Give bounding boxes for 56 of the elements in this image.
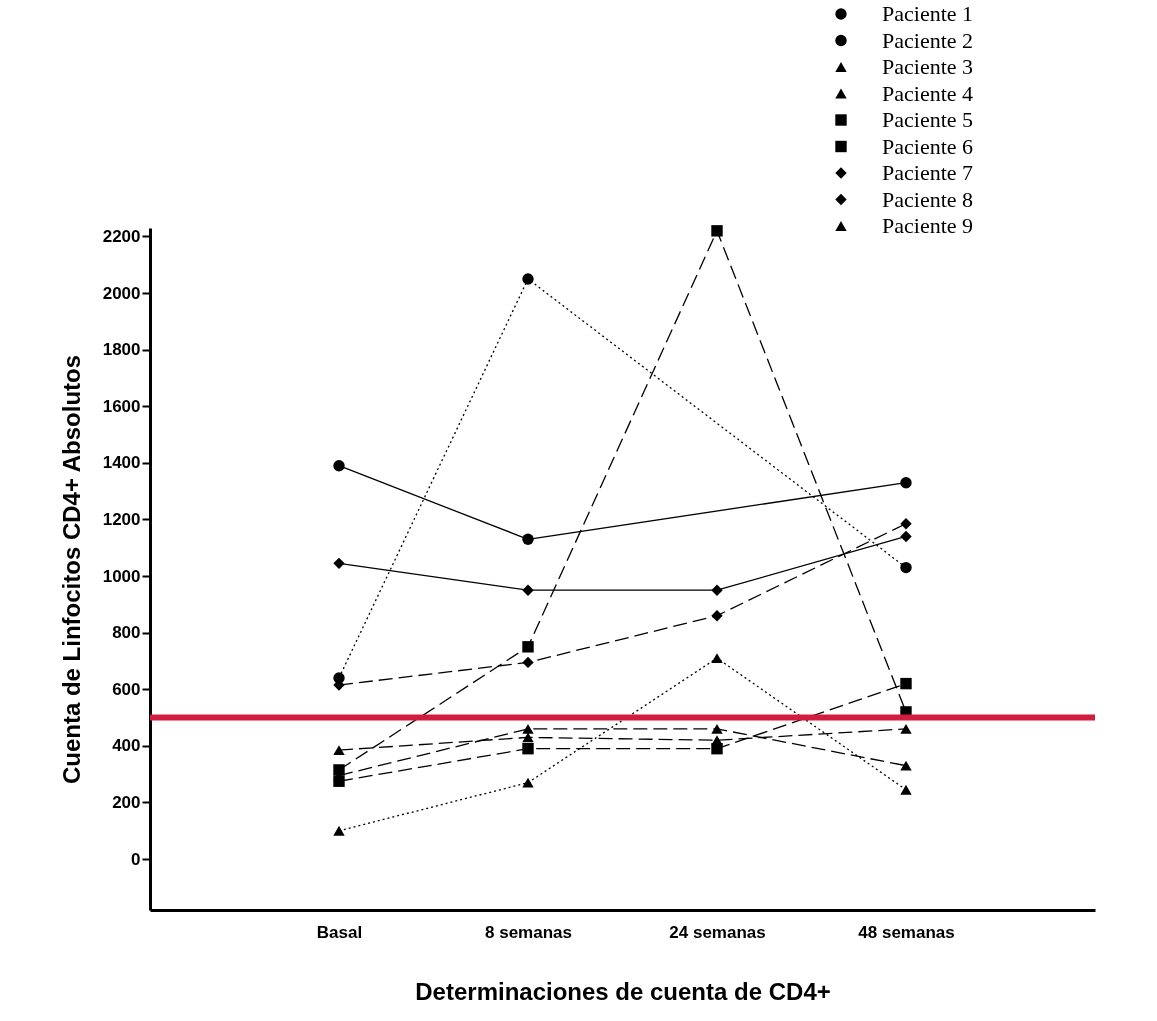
legend-label: Paciente 2 — [882, 27, 974, 53]
point — [900, 530, 912, 543]
legend-label: Paciente 5 — [882, 107, 974, 132]
y-axis-title: Cuenta de Linfocitos CD4+ Absolutos — [57, 354, 85, 785]
y-tick-label: 600 — [112, 679, 141, 699]
point — [333, 460, 345, 472]
x-tick-label: 8 semanas — [485, 922, 572, 942]
point — [333, 825, 345, 836]
legend-label: Paciente 8 — [882, 186, 974, 212]
point — [522, 777, 534, 788]
point — [333, 775, 345, 787]
y-tick-label: 0 — [131, 849, 141, 869]
y-tick-label: 1400 — [102, 453, 141, 473]
y-tick-label: 1600 — [102, 396, 141, 416]
legend-label: Paciente 6 — [882, 133, 974, 159]
point — [333, 764, 345, 776]
legend-label: Paciente 1 — [882, 1, 974, 26]
y-tick-label: 1000 — [102, 566, 141, 586]
point — [900, 477, 912, 489]
point — [333, 557, 345, 570]
legend-label: Paciente 7 — [882, 160, 974, 185]
point — [711, 653, 723, 664]
point — [522, 723, 534, 734]
point — [711, 584, 723, 596]
point — [522, 641, 534, 653]
y-tick-label: 1800 — [102, 340, 141, 360]
x-tick-label: 24 semanas — [669, 922, 766, 942]
x-tick-label: 48 semanas — [858, 922, 955, 942]
y-tick-label: 800 — [112, 623, 141, 643]
legend-label: Paciente 3 — [882, 54, 974, 79]
legend-label: Paciente 9 — [882, 213, 974, 238]
point — [522, 743, 534, 755]
point — [900, 677, 912, 690]
y-tick-label: 2000 — [102, 283, 141, 303]
point — [900, 723, 912, 734]
legend-label: Paciente 4 — [882, 80, 974, 106]
point — [522, 584, 534, 596]
point — [711, 723, 723, 734]
point — [900, 561, 912, 574]
point — [900, 760, 912, 771]
point — [711, 743, 723, 755]
x-tick-label: Basal — [316, 922, 363, 942]
point — [333, 745, 345, 756]
y-tick-label: 200 — [112, 792, 141, 812]
point — [522, 533, 534, 545]
y-tick-label: 400 — [112, 736, 141, 756]
point — [522, 732, 534, 743]
point — [711, 225, 723, 237]
point — [900, 784, 912, 795]
point — [522, 273, 534, 285]
y-tick-label: 2200 — [102, 226, 141, 246]
point — [522, 656, 534, 669]
point — [711, 609, 723, 622]
point — [900, 518, 912, 530]
x-axis-title: Determinaciones de cuenta de CD4+ — [415, 977, 831, 1005]
y-tick-label: 1200 — [102, 509, 141, 529]
